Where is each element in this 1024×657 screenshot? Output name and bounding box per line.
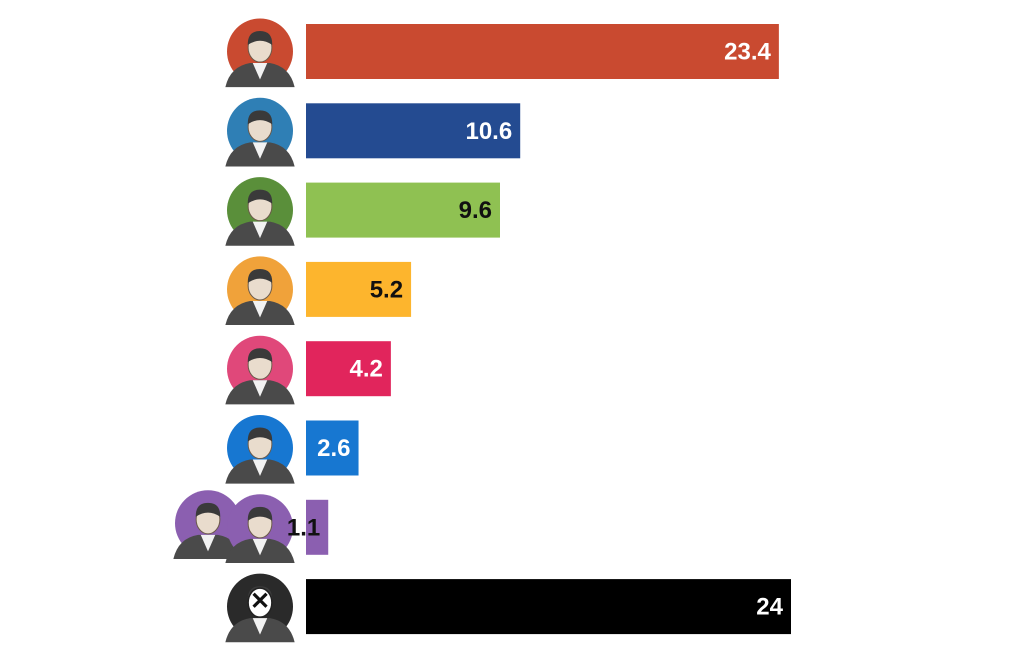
person-icon	[225, 335, 295, 405]
bar-8	[306, 579, 791, 635]
bar-value-label-8: 24	[756, 594, 783, 621]
bar-group	[306, 24, 791, 635]
avatar-shirt	[252, 221, 268, 239]
bar-6	[306, 420, 359, 476]
bar-value-label-1: 23.4	[724, 39, 771, 66]
avatar-shirt	[252, 618, 268, 635]
bar-2	[306, 103, 521, 159]
bar-value-label-6: 2.6	[317, 435, 350, 462]
bar-1	[306, 24, 779, 79]
two-people-icon	[173, 490, 243, 559]
avatar-shirt	[252, 380, 268, 397]
bar-5	[306, 341, 391, 397]
person-icon	[225, 415, 295, 484]
avatar-hair	[247, 268, 273, 283]
avatar-shirt	[252, 63, 268, 80]
avatar-hair	[195, 502, 221, 517]
avatar-shirt	[200, 534, 216, 552]
bar-value-label-4: 5.2	[370, 276, 403, 303]
person-icon	[225, 18, 295, 88]
avatar-shirt	[252, 459, 268, 477]
value-label-group: 23.4 10.6 9.6 5.2 4.2 2.6 1.1 24	[287, 39, 784, 621]
bar-value-label-2: 10.6	[465, 118, 512, 145]
avatar-hair	[247, 427, 273, 442]
x-mark: ✕	[250, 588, 270, 615]
person-icon	[225, 97, 295, 167]
avatar-shirt	[252, 300, 268, 318]
bar-value-label-5: 4.2	[350, 356, 383, 383]
avatar-hair	[247, 348, 273, 363]
person-icon	[225, 256, 295, 326]
avatar-hair	[247, 189, 273, 204]
x-mark-person-icon: ✕	[225, 573, 295, 643]
bar-value-label-3: 9.6	[459, 197, 492, 224]
avatar-shirt	[252, 538, 268, 556]
avatar-hair	[247, 506, 273, 521]
person-icon	[225, 494, 295, 563]
bar-value-label-7: 1.1	[287, 514, 320, 541]
avatar-hair	[247, 110, 273, 125]
bar-7	[306, 499, 329, 555]
avatar-group: ✕	[173, 18, 295, 643]
person-icon	[225, 177, 295, 246]
bar-4	[306, 261, 412, 317]
avatar-shirt	[252, 142, 268, 159]
x-mark-face	[247, 587, 273, 618]
bar-3	[306, 182, 500, 238]
avatar-hair	[247, 31, 273, 45]
